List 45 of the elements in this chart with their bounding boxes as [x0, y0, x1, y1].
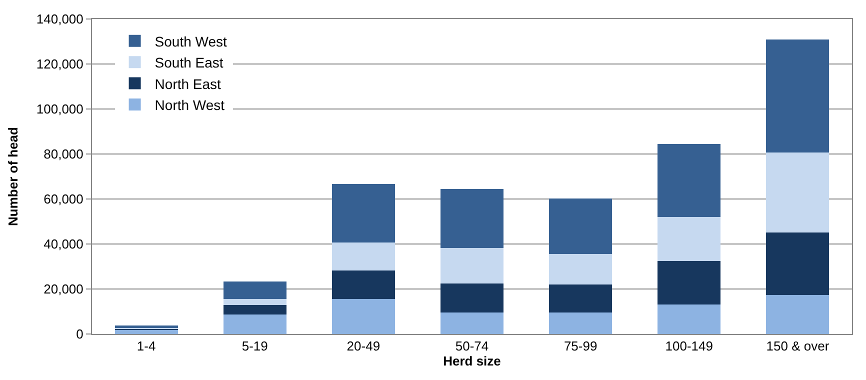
legend-label: North West: [154, 96, 225, 113]
legend-label: South East: [154, 54, 224, 71]
bar: [766, 232, 830, 296]
y-tick-label: 120,000: [36, 56, 84, 72]
bar: [549, 284, 612, 312]
bar: [766, 152, 830, 233]
x-tick-label: 1-4: [136, 338, 156, 354]
bar: [658, 144, 721, 217]
y-tick-label: 140,000: [36, 12, 84, 27]
x-tick-label: 75-99: [564, 338, 598, 354]
bar: [549, 198, 612, 254]
bar: [658, 217, 721, 262]
bar: [223, 299, 286, 306]
x-tick-label: 150 & over: [766, 338, 830, 354]
y-tick-label: 100,000: [36, 102, 84, 117]
bar: [766, 295, 830, 334]
y-tick-label: 0: [76, 326, 84, 342]
y-tick-label: 60,000: [44, 192, 84, 207]
bar: [332, 299, 395, 334]
bar: [440, 248, 504, 284]
y-axis-title: Number of head: [5, 126, 20, 226]
x-tick-label: 50-74: [455, 338, 489, 354]
bar: [658, 261, 721, 304]
bar: [332, 184, 395, 243]
bar: [766, 39, 830, 152]
bar: [549, 312, 612, 334]
bar: [332, 242, 395, 270]
bar: [658, 304, 721, 334]
bar: [440, 284, 504, 312]
bar: [223, 282, 286, 300]
x-axis-title: Herd size: [443, 354, 501, 369]
x-tick-label: 5-19: [242, 338, 268, 354]
legend-label: South West: [154, 33, 228, 50]
y-tick-label: 40,000: [44, 236, 84, 252]
bar: [332, 270, 395, 300]
bar: [440, 312, 504, 334]
bar: [549, 254, 612, 285]
bar: [223, 305, 286, 314]
y-tick-label: 20,000: [44, 282, 84, 297]
x-tick-label: 20-49: [346, 338, 380, 354]
bar: [223, 314, 286, 334]
bar: [440, 188, 504, 248]
y-tick-label: 80,000: [44, 146, 84, 162]
legend-label: North East: [154, 76, 222, 92]
x-tick-label: 100-149: [665, 338, 713, 354]
